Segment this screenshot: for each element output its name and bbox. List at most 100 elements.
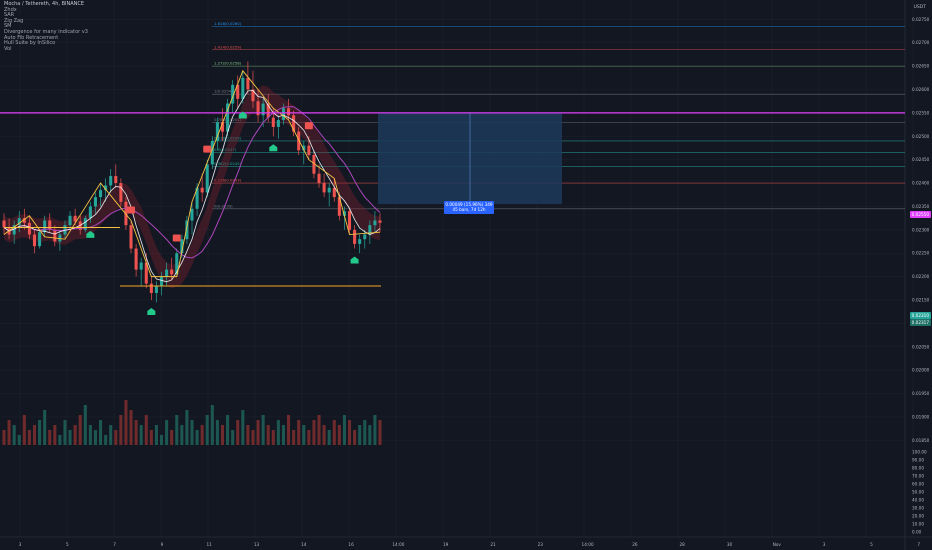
price-axis-label: 0.02650 — [912, 64, 930, 69]
candle-body — [48, 220, 52, 230]
long-position-box[interactable] — [378, 112, 562, 205]
indicator-item[interactable]: Hull Suite by InSilico — [4, 40, 56, 47]
candle-body — [149, 283, 153, 293]
candle-body — [99, 190, 103, 198]
volume-bar — [114, 430, 118, 445]
indicator-item[interactable]: Divergence for many indicator v3 — [4, 28, 88, 35]
indicator-item[interactable]: Zig Zag — [4, 17, 24, 24]
currency-label[interactable]: USDT — [913, 5, 926, 10]
volume-bar — [256, 420, 260, 445]
volume-bar — [373, 415, 377, 445]
candle-body — [68, 215, 72, 226]
volume-bar — [251, 430, 255, 445]
candle-body — [22, 218, 26, 223]
volume-axis-label: 0.00 — [912, 530, 922, 535]
candle-body — [292, 115, 296, 132]
buy-signal-marker — [86, 230, 95, 238]
indicator-overlays — [0, 69, 905, 287]
sell-signal-marker — [172, 234, 181, 242]
volume-bar — [27, 430, 31, 445]
price-axis-label: 0.02300 — [912, 227, 930, 232]
candle-body — [195, 187, 199, 209]
candle-body — [332, 187, 336, 198]
buy-signal-marker — [238, 111, 247, 119]
candle-body — [312, 155, 316, 174]
price-axis-label: 0.02600 — [912, 87, 930, 92]
volume-bar — [104, 435, 108, 445]
time-axis-label: 30 — [727, 542, 733, 547]
position-label[interactable]: 0.00049 (15.96%) 349 45 bars, 7d 12h — [444, 201, 494, 214]
indicator-item[interactable]: SAR — [4, 12, 15, 19]
volume-bar — [307, 430, 311, 445]
candle-body — [170, 269, 174, 275]
indicator-item[interactable]: Auto Fib Retracement — [4, 34, 59, 41]
candle-body — [347, 211, 352, 230]
volume-bar — [261, 415, 265, 445]
volume-bar — [88, 425, 92, 445]
volume-bar — [134, 420, 138, 445]
volume-bar — [220, 425, 225, 445]
candle-body — [251, 89, 255, 102]
volume-bar — [287, 415, 291, 445]
time-axis-label: 21 — [490, 542, 496, 547]
candle-body — [43, 220, 47, 233]
volume-bar — [297, 420, 301, 445]
candle-body — [302, 145, 306, 151]
candle-body — [231, 84, 235, 104]
volume-axis-label: 70.00 — [912, 474, 924, 479]
volume-bar — [2, 430, 6, 445]
volume-bar — [32, 425, 37, 445]
volume-bar — [205, 415, 209, 445]
candle-body — [353, 229, 357, 244]
volume-bar — [276, 420, 280, 445]
volume-bar — [185, 410, 189, 445]
candle-body — [88, 206, 92, 219]
volume-axis-label: 20.00 — [912, 514, 924, 519]
candle-body — [368, 225, 372, 235]
candle-body — [129, 225, 133, 249]
volume-bar — [124, 400, 128, 445]
candle-body — [17, 218, 21, 226]
price-axis-label: 0.01850 — [912, 438, 930, 443]
candle-body — [139, 262, 143, 270]
candle-body — [317, 173, 321, 184]
time-axis-label: 14:00 — [392, 542, 404, 547]
indicator-item[interactable]: SM — [4, 23, 12, 30]
candlestick-series[interactable] — [2, 61, 382, 303]
symbol-title[interactable]: Mocha / Tethereth, 4h, BINANCE — [4, 1, 85, 7]
indicator-legend[interactable]: Mocha / Tethereth, 4h, BINANCE Zhdx SAR Zi… — [4, 1, 88, 51]
indicator-item[interactable]: Zhdx — [4, 6, 17, 13]
candle-body — [327, 187, 331, 193]
time-axis-label: 7 — [113, 542, 116, 547]
candle-body — [154, 285, 158, 293]
fib-level-label: 0.236(0.0243) — [214, 178, 242, 183]
volume-bar — [93, 430, 97, 445]
fib-level-label: 1.414(0.0259) — [214, 44, 242, 49]
time-axis-label: 7 — [917, 542, 920, 547]
volume-bar — [322, 425, 326, 445]
fib-level-label: 1(0.0254) — [214, 89, 233, 94]
indicator-item[interactable]: Vol — [4, 45, 12, 52]
volume-bar — [175, 415, 179, 445]
candle-body — [12, 225, 16, 235]
volume-bar — [281, 425, 285, 445]
time-axis[interactable]: 3 5 7 9 11 13 14 16 14:00 19 21 23 14:00 26 28 30 Nov 3 5 7 — [19, 542, 921, 547]
time-axis-label: 3 — [823, 542, 826, 547]
candle-body — [38, 232, 42, 247]
volume-bar — [342, 415, 346, 445]
fast-average-line — [3, 89, 381, 283]
countdown-price-tag: 0.02317 — [909, 319, 931, 326]
candle-body — [210, 140, 214, 165]
candle-body — [119, 183, 123, 202]
candle-body — [271, 117, 275, 127]
price-axis[interactable]: 0.02750 0.02700 0.02650 0.02600 0.02550 0.025… — [912, 17, 930, 535]
volume-bar — [241, 410, 245, 445]
volume-bar — [22, 415, 26, 445]
volume-bar — [139, 425, 143, 445]
volume-bar — [200, 425, 204, 445]
candle-body — [93, 197, 97, 207]
time-axis-label: 3 — [19, 542, 22, 547]
hull-band-fill — [4, 85, 380, 289]
